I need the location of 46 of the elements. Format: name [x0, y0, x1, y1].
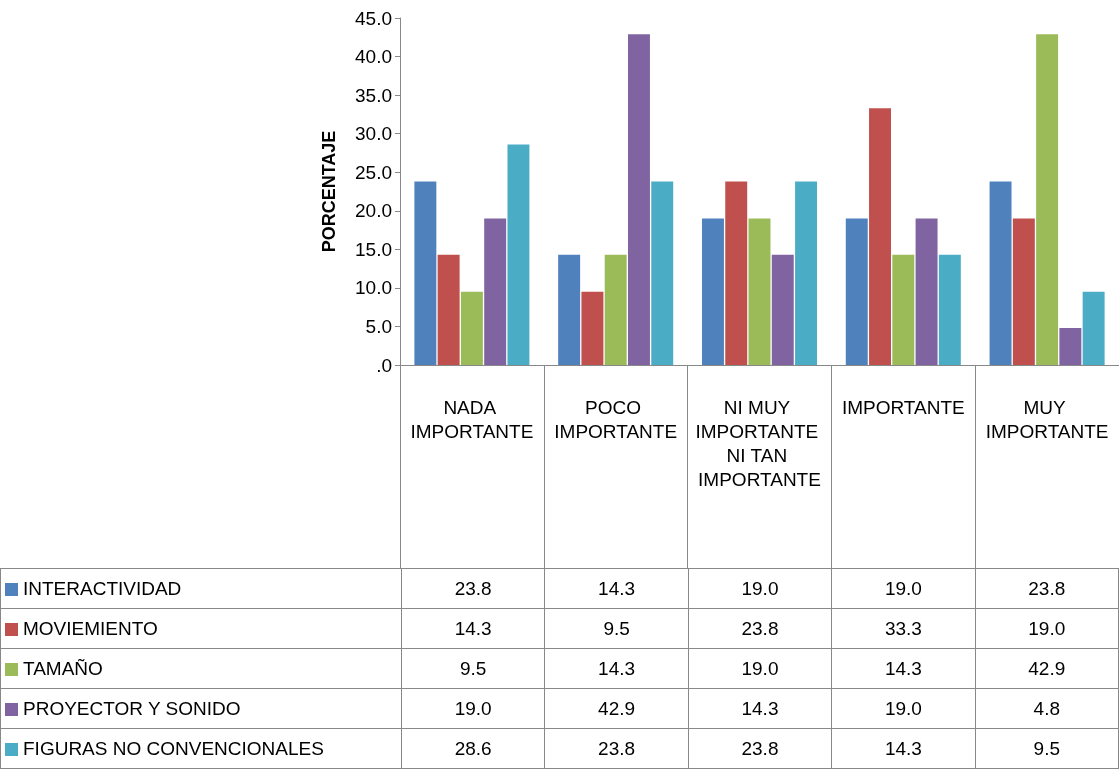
data-label: 28.6: [401, 728, 545, 769]
data-label: 19.0: [831, 568, 976, 609]
data-label: 19.0: [688, 648, 832, 689]
data-label: 14.3: [544, 648, 689, 689]
data-label: 14.3: [401, 608, 545, 649]
y-tick-label: 30.0: [355, 123, 392, 145]
x-tick-label: MUY IMPORTANTE: [985, 396, 1109, 442]
legend-label: FIGURAS NO CONVENCIONALES: [0, 728, 402, 769]
x-tick-label: NADA IMPORTANTE: [410, 396, 534, 442]
data-label: 19.0: [975, 608, 1119, 649]
legend-label: MOVIEMIENTO: [0, 608, 402, 649]
y-tick-label: 45.0: [355, 7, 392, 29]
data-label: 23.8: [544, 728, 689, 769]
y-tick-label: 35.0: [355, 84, 392, 106]
data-label: 14.3: [544, 568, 689, 609]
data-label: 9.5: [975, 728, 1119, 769]
data-label: 9.5: [401, 648, 545, 689]
data-label: 14.3: [831, 648, 976, 689]
data-label: 23.8: [975, 568, 1119, 609]
data-label: 19.0: [401, 688, 545, 729]
y-tick-label: 20.0: [355, 200, 392, 222]
data-label: 23.8: [401, 568, 545, 609]
data-label: 14.3: [688, 688, 832, 729]
data-label: 42.9: [544, 688, 689, 729]
y-axis-title: PORCENTAJE: [319, 130, 339, 253]
y-tick-label: 25.0: [355, 161, 392, 183]
data-label: 4.8: [975, 688, 1119, 729]
y-tick-label: 15.0: [355, 238, 392, 260]
data-label: 23.8: [688, 608, 832, 649]
y-tick-label: 10.0: [355, 277, 392, 299]
data-label: 14.3: [831, 728, 976, 769]
y-tick-label: 40.0: [355, 46, 392, 68]
data-label: 9.5: [544, 608, 689, 649]
legend-label: INTERACTIVIDAD: [0, 568, 402, 609]
y-tick-label: .0: [376, 354, 392, 376]
y-tick-label: 5.0: [365, 315, 392, 337]
data-label: 42.9: [975, 648, 1119, 689]
data-label: 19.0: [688, 568, 832, 609]
data-label: 19.0: [831, 688, 976, 729]
data-label: 33.3: [831, 608, 976, 649]
legend-label: PROYECTOR Y SONIDO: [0, 688, 402, 729]
data-label: 23.8: [688, 728, 832, 769]
x-tick-label: POCO IMPORTANTE: [554, 396, 678, 442]
x-tick-label: NI MUY IMPORTANTE NI TAN IMPORTANTE: [695, 396, 824, 490]
x-tick-label: IMPORTANTE: [841, 396, 965, 418]
legend-label: TAMAÑO: [0, 648, 402, 689]
